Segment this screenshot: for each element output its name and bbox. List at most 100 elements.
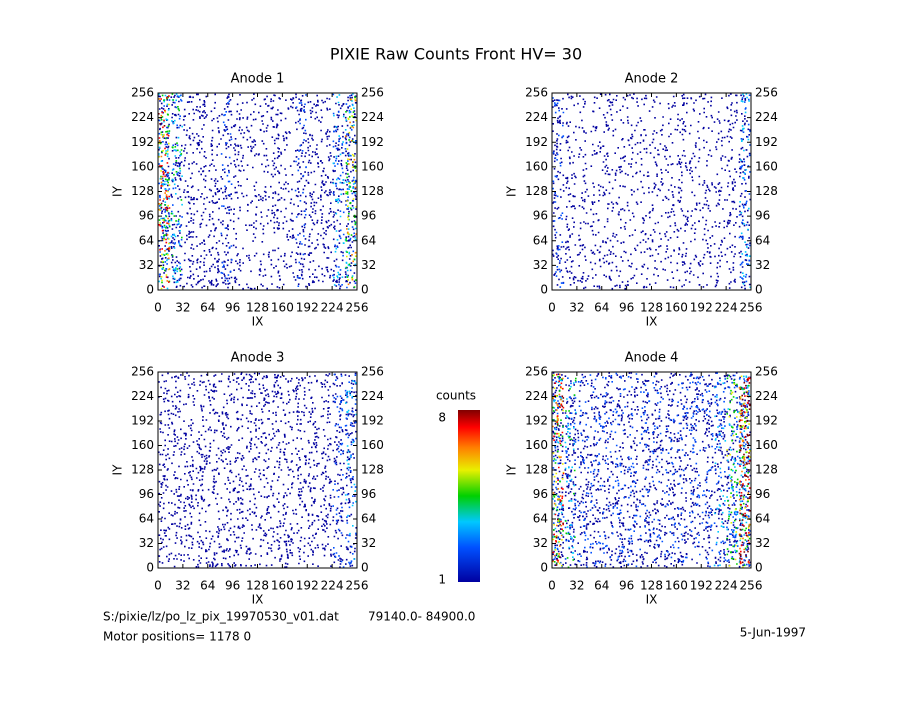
y-tick-label-right: 160 [755,159,778,173]
y-tick-label-right: 224 [361,110,384,124]
heat-cell [688,372,701,556]
y-tick-label: 192 [525,414,548,428]
y-tick-label: 0 [146,283,154,297]
x-tick-label: 96 [619,301,634,315]
y-tick-label-right: 256 [361,365,384,379]
x-tick-label: 160 [271,579,294,593]
y-tick-label-right: 0 [361,283,369,297]
heat-cell [220,93,233,289]
y-tick-label: 64 [533,512,548,526]
heat-cell [552,374,565,567]
heat-cell [701,93,714,288]
panel-title: Anode 4 [625,351,679,366]
y-tick-label: 224 [525,110,548,124]
heat-cell [601,372,615,568]
heat-cell [158,99,171,276]
y-tick-label: 96 [533,209,548,223]
y-tick-label-right: 64 [361,233,376,247]
x-tick-label: 0 [548,301,556,315]
footer-date: 5-Jun-1997 [740,626,806,640]
y-tick-label: 128 [131,463,154,477]
heat-cell [270,94,283,289]
y-tick-label: 160 [525,159,548,173]
x-tick-label: 96 [225,301,240,315]
y-tick-label: 96 [139,487,154,501]
heat-cell [576,95,590,290]
y-tick-label-right: 192 [755,414,778,428]
heat-cell [701,374,714,567]
heat-cell [713,97,727,288]
heat-cell [639,94,652,289]
y-tick-label-right: 256 [755,365,778,379]
footer-interval: 79140.0- 84900.0 [368,610,475,624]
y-tick-label: 256 [131,365,154,379]
heat-cell [158,372,171,564]
y-tick-label: 224 [525,389,548,403]
heat-cell [245,93,258,290]
y-tick-label-right: 128 [361,463,384,477]
heat-cell [552,377,565,568]
y-axis-label: IY [111,464,125,476]
y-tick-label-right: 32 [755,536,770,550]
heat-cell [344,95,357,289]
x-tick-label: 224 [321,579,344,593]
y-tick-label-right: 96 [361,487,376,501]
heat-cell [651,96,664,284]
x-tick-label: 64 [200,579,215,593]
footer-motor: Motor positions= 1178 0 [103,630,251,644]
heat-cell [639,384,652,551]
heat-cell [344,93,357,277]
y-tick-label-right: 96 [755,209,770,223]
heat-cell [332,373,345,568]
x-axis-label: IX [252,593,264,607]
y-tick-label-right: 224 [361,389,384,403]
heat-cell [257,372,270,567]
footer-file: S:/pixie/lz/po_lz_pix_19970530_v01.dat [103,610,339,624]
heat-cell [614,95,627,290]
x-tick-label: 160 [271,301,294,315]
x-tick-label: 256 [740,301,763,315]
y-tick-label: 128 [525,463,548,477]
heat-cell [232,94,246,290]
y-tick-label: 96 [533,487,548,501]
colorbar-label: counts [436,389,476,403]
y-axis-label: IY [505,464,519,476]
y-tick-label: 128 [131,184,154,198]
x-axis-label: IX [646,593,658,607]
heat-cell [344,94,357,289]
y-tick-label: 192 [131,414,154,428]
heat-cell [344,372,358,567]
x-axis-label: IX [252,315,264,329]
heat-cell [564,375,577,566]
heat-cell [589,93,602,289]
heat-cell [739,93,752,289]
heat-cell [207,374,221,568]
heat-cell [552,97,565,288]
y-tick-label: 256 [525,86,548,100]
heat-cell [564,377,577,560]
y-tick-label: 32 [139,536,154,550]
y-tick-label: 224 [131,110,154,124]
heat-cell [589,372,602,568]
plot-frame [551,371,752,569]
heat-cell [726,374,739,562]
heat-cell [552,97,565,286]
heat-cell [257,95,270,290]
y-tick-label-right: 96 [755,487,770,501]
heat-cell [726,382,739,553]
x-tick-label: 64 [594,579,609,593]
y-tick-label: 32 [533,536,548,550]
y-axis-label: IY [111,185,125,197]
x-tick-label: 128 [246,301,269,315]
figure-title: PIXIE Raw Counts Front HV= 30 [330,45,582,64]
y-tick-label-right: 32 [755,258,770,272]
panel-title: Anode 1 [231,72,285,87]
heat-cell [270,374,283,566]
y-tick-label: 64 [139,512,154,526]
y-tick-label: 128 [525,184,548,198]
y-tick-label-right: 192 [361,135,384,149]
x-tick-label: 0 [548,579,556,593]
y-tick-label-right: 64 [361,512,376,526]
heat-cell [182,95,196,288]
